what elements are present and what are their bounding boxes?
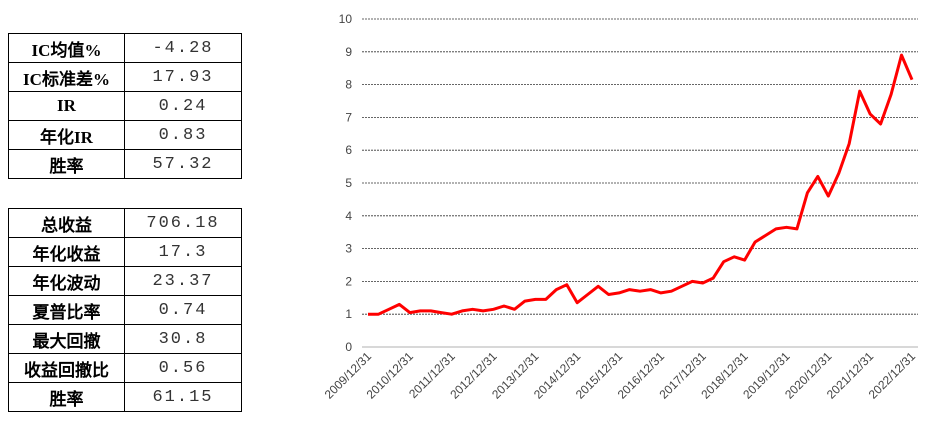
metric-name: 胜率 [8,149,125,179]
table-row: IC标准差% 17.93 [8,62,242,92]
series-line [368,53,914,316]
metric-value: 23.37 [124,266,242,296]
metric-name: 收益回撤比 [8,353,125,383]
table-row: 收益回撤比 0.56 [8,353,242,383]
metric-value: 17.93 [124,62,242,92]
metric-name: IC均值% [8,33,125,63]
metric-name: 夏普比率 [8,295,125,325]
table-row: 夏普比率 0.74 [8,295,242,325]
table-row: IR 0.24 [8,91,242,121]
metric-name: 年化收益 [8,237,125,267]
metric-value: 0.83 [124,120,242,150]
table-row: IC均值% -4.28 [8,33,242,63]
metric-value: -4.28 [124,33,242,63]
y-tick-label: 1 [345,307,352,321]
y-tick-label: 10 [339,12,353,26]
table-row: 年化IR 0.83 [8,120,242,150]
metric-value: 57.32 [124,149,242,179]
y-tick-label: 3 [345,242,352,256]
y-tick-label: 2 [345,274,352,288]
metric-value: 0.24 [124,91,242,121]
y-tick-label: 5 [345,176,352,190]
y-tick-label: 8 [345,78,352,92]
y-tick-label: 7 [345,110,352,124]
metric-name: 年化IR [8,120,125,150]
metric-name: 年化波动 [8,266,125,296]
table-row: 年化收益 17.3 [8,237,242,267]
metric-value: 30.8 [124,324,242,354]
table-row: 最大回撤 30.8 [8,324,242,354]
metric-value: 17.3 [124,237,242,267]
y-tick-label: 6 [345,143,352,157]
ic-table: IC均值% -4.28 IC标准差% 17.93 IR 0.24 年化IR 0.83 胜率 57.… [8,33,242,179]
y-tick-label: 9 [345,45,352,59]
table-row: 年化波动 23.37 [8,266,242,296]
y-tick-label: 4 [345,209,352,223]
return-table: 总收益 706.18 年化收益 17.3 年化波动 23.37 夏普比率 0.74 最大回撤 30… [8,208,242,412]
y-tick-label: 0 [345,340,352,354]
metric-name: 总收益 [8,208,125,238]
table-row: 总收益 706.18 [8,208,242,238]
table-row: 胜率 57.32 [8,149,242,179]
metric-value: 61.15 [124,382,242,412]
table-row: 胜率 61.15 [8,382,242,412]
metric-value: 706.18 [124,208,242,238]
